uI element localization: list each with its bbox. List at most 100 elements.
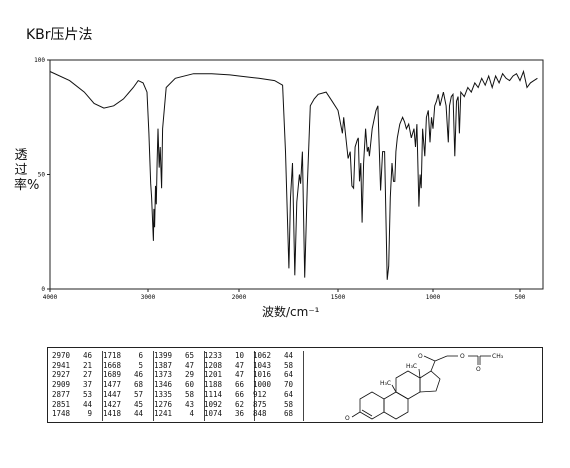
x-tick-label-1000: 1000 (426, 294, 441, 301)
peak-column: 1399 65 1387 47 1373 29 1346 60 1335 58 1276 43 1241… (154, 351, 205, 421)
peak-table: 2970 46 2941 21 2927 27 2909 37 2877 53 2851 44 1748… (47, 347, 543, 423)
peak-row: 2927 27 (52, 370, 102, 380)
peak-row: 1000 70 (253, 380, 303, 390)
peak-transmittance: 68 (283, 409, 293, 419)
peak-row: 1418 44 (103, 409, 153, 419)
peak-wavenumber: 1114 (204, 389, 223, 399)
peak-transmittance: 37 (82, 380, 92, 390)
peak-wavenumber: 1373 (154, 370, 173, 380)
peak-wavenumber: 875 (253, 399, 267, 409)
peak-row: 912 64 (253, 390, 303, 400)
plot-frame (49, 59, 544, 290)
peak-transmittance: 66 (234, 380, 244, 390)
peak-transmittance: 45 (133, 399, 143, 409)
atom-o-carbonyl: O (476, 366, 481, 373)
atom-methyl-19: H₃C (380, 380, 391, 387)
peak-transmittance: 5 (138, 360, 143, 370)
ir-spectrum-chart: 4000 3000 2000 1500 1000 500 0 50 100 (34, 57, 544, 301)
peak-wavenumber: 1477 (103, 380, 122, 390)
x-tick-label-500: 500 (515, 294, 526, 301)
peak-transmittance: 57 (133, 389, 143, 399)
peak-row: 848 68 (253, 409, 303, 419)
peak-transmittance: 47 (184, 360, 194, 370)
spectrum-line (49, 69, 538, 280)
peak-transmittance: 4 (189, 409, 194, 419)
peak-row: 1062 44 (253, 351, 303, 361)
peak-transmittance: 46 (82, 351, 92, 360)
peak-row: 2877 53 (52, 390, 102, 400)
peak-wavenumber: 1346 (154, 380, 173, 390)
peak-transmittance: 60 (184, 380, 194, 390)
peak-transmittance: 70 (283, 380, 293, 390)
peak-wavenumber: 1276 (154, 399, 173, 409)
peak-row: 2941 21 (52, 361, 102, 371)
peak-row: 1016 64 (253, 370, 303, 380)
peak-wavenumber: 1335 (154, 389, 173, 399)
atom-o-ketone: O (345, 415, 350, 422)
page-title: KBr压片法 (26, 27, 93, 43)
peak-row: 1188 66 (204, 380, 254, 390)
x-tick-label-3000: 3000 (141, 294, 156, 301)
peak-wavenumber: 1668 (103, 360, 122, 370)
peak-row: 1399 65 (154, 351, 204, 361)
peak-row: 1477 68 (103, 380, 153, 390)
peak-transmittance: 44 (133, 409, 143, 419)
peak-row: 875 58 (253, 400, 303, 410)
peak-transmittance: 29 (184, 370, 194, 380)
peak-wavenumber: 1201 (204, 370, 223, 380)
peak-row: 1447 57 (103, 390, 153, 400)
peak-wavenumber: 1233 (204, 351, 223, 360)
peak-transmittance: 64 (283, 389, 293, 399)
peak-wavenumber: 1016 (253, 370, 272, 380)
x-tick-label-2000: 2000 (232, 294, 247, 301)
peak-transmittance: 53 (82, 389, 92, 399)
peak-wavenumber: 2970 (52, 351, 71, 360)
peak-wavenumber: 2851 (52, 399, 71, 409)
peak-wavenumber: 1689 (103, 370, 122, 380)
peak-row: 1201 47 (204, 370, 254, 380)
peak-row: 1043 58 (253, 361, 303, 371)
peak-transmittance: 62 (234, 399, 244, 409)
peak-wavenumber: 1748 (52, 409, 71, 419)
peak-wavenumber: 2877 (52, 389, 71, 399)
peak-transmittance: 58 (283, 399, 293, 409)
peak-wavenumber: 1092 (204, 399, 223, 409)
peak-transmittance: 68 (133, 380, 143, 390)
peak-wavenumber: 1387 (154, 360, 173, 370)
peak-transmittance: 66 (234, 389, 244, 399)
peak-wavenumber: 912 (253, 389, 267, 399)
y-tick-label-0: 0 (41, 286, 45, 293)
x-axis-label: 波数/cm⁻¹ (262, 305, 320, 319)
peak-transmittance: 58 (184, 389, 194, 399)
peak-wavenumber: 848 (253, 409, 267, 419)
peak-wavenumber: 1447 (103, 389, 122, 399)
peak-transmittance: 6 (138, 351, 143, 360)
peak-wavenumber: 2927 (52, 370, 71, 380)
peak-column: 1233 10 1208 47 1201 47 1188 66 1114 66 1092 62 1074… (204, 351, 255, 421)
peak-row: 1427 45 (103, 400, 153, 410)
peak-transmittance: 65 (184, 351, 194, 360)
peak-wavenumber: 1000 (253, 380, 272, 390)
peak-transmittance: 46 (133, 370, 143, 380)
peak-wavenumber: 1074 (204, 409, 223, 419)
peak-row: 2909 37 (52, 380, 102, 390)
peak-transmittance: 44 (82, 399, 92, 409)
y-tick-label-50: 50 (38, 172, 46, 179)
peak-transmittance: 47 (234, 370, 244, 380)
peak-row: 2970 46 (52, 351, 102, 361)
peak-wavenumber: 1427 (103, 399, 122, 409)
peak-transmittance: 36 (234, 409, 244, 419)
peak-column: 1062 44 1043 58 1016 64 1000 70 912 64 875 58 848 68 (253, 351, 304, 421)
peak-row: 1074 36 (204, 409, 254, 419)
y-axis-label: 透过率% (14, 148, 40, 193)
peak-row: 1748 9 (52, 409, 102, 419)
peak-row: 1387 47 (154, 361, 204, 371)
peak-wavenumber: 1399 (154, 351, 173, 360)
peak-wavenumber: 1062 (253, 351, 272, 360)
x-tick-label-1500: 1500 (331, 294, 346, 301)
peak-transmittance: 64 (283, 370, 293, 380)
peak-row: 1233 10 (204, 351, 254, 361)
peak-wavenumber: 1188 (204, 380, 223, 390)
atom-ch3: CH₃ (492, 353, 504, 360)
peak-wavenumber: 1043 (253, 360, 272, 370)
